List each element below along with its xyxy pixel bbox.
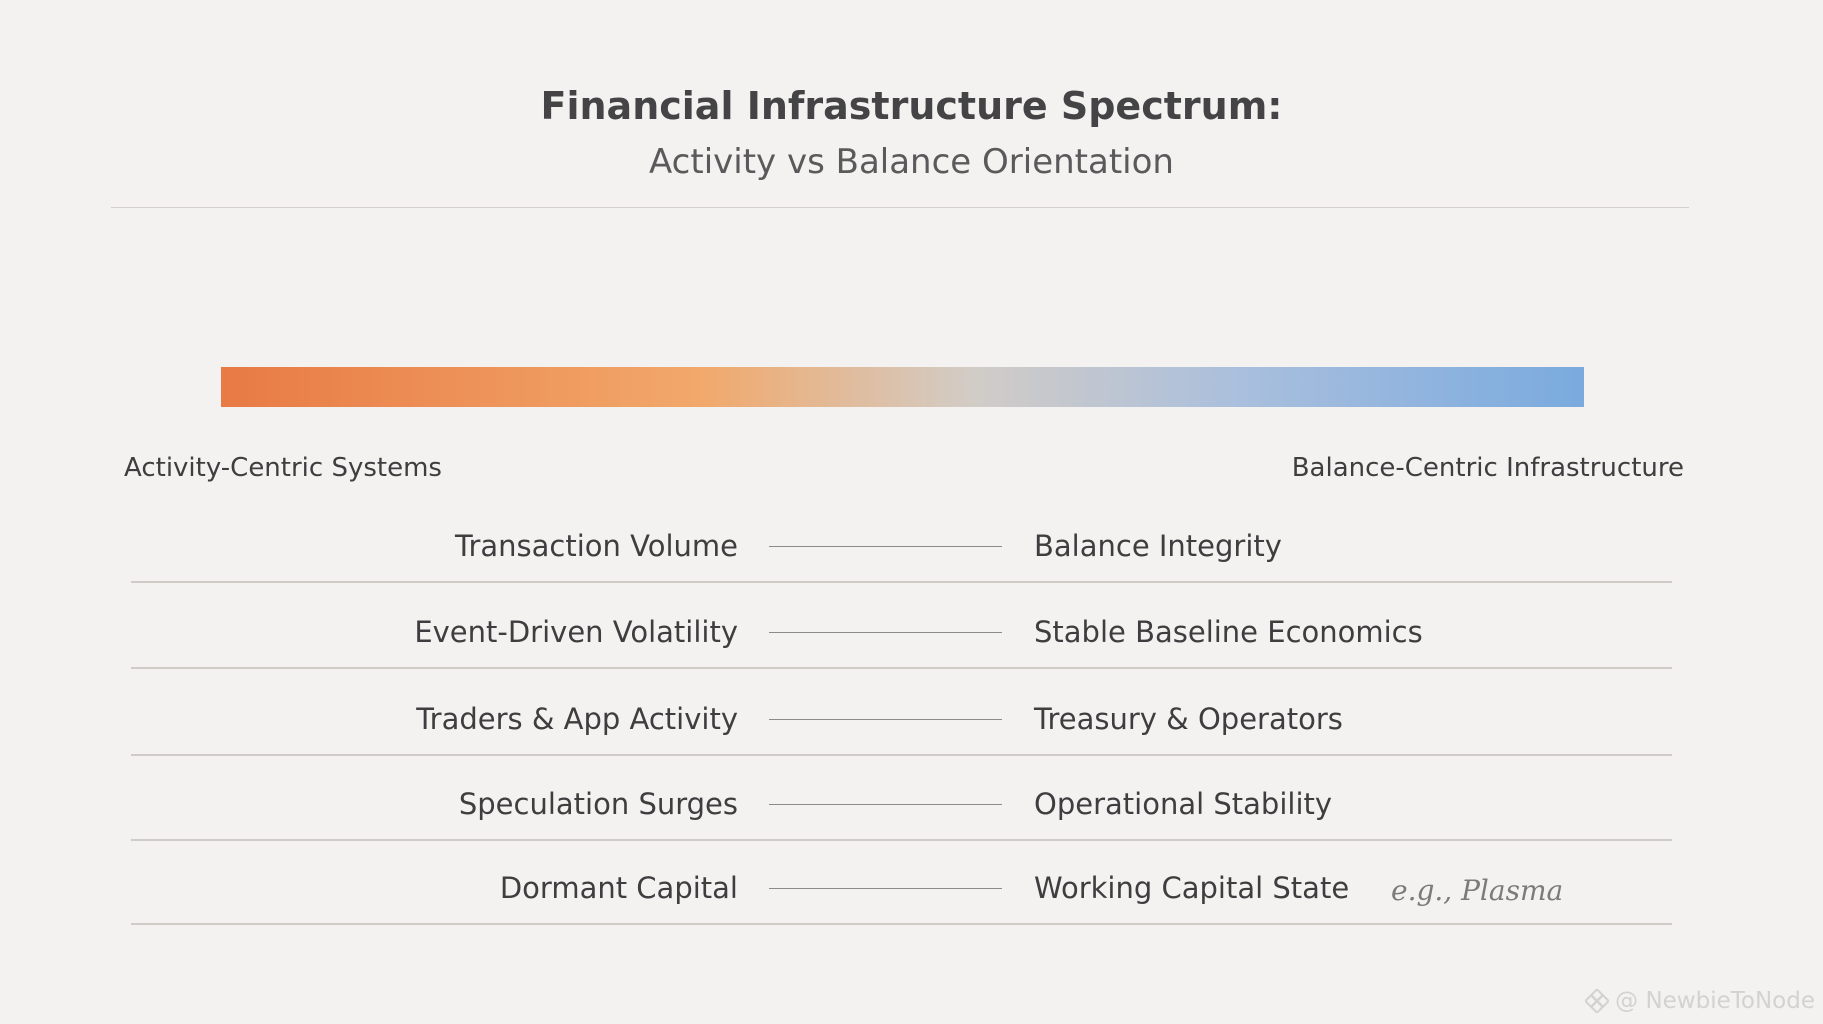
connector-line bbox=[769, 888, 1002, 889]
spectrum-gradient-bar bbox=[221, 367, 1584, 407]
row-divider bbox=[131, 667, 1672, 669]
balance-item: Working Capital State bbox=[1034, 871, 1350, 905]
title-divider bbox=[111, 207, 1689, 208]
comparison-row: Transaction Volume Balance Integrity bbox=[0, 513, 1823, 599]
connector-line bbox=[769, 719, 1002, 720]
watermark-text: @ NewbieToNode bbox=[1615, 988, 1815, 1014]
balance-item: Stable Baseline Economics bbox=[1034, 615, 1423, 649]
connector-line bbox=[769, 546, 1002, 547]
row-divider bbox=[131, 923, 1672, 925]
spectrum-left-label: Activity-Centric Systems bbox=[124, 453, 442, 483]
connector-line bbox=[769, 804, 1002, 805]
comparison-row: Dormant Capital Working Capital State e.… bbox=[0, 855, 1823, 941]
balance-item: Balance Integrity bbox=[1034, 529, 1282, 563]
activity-item: Traders & App Activity bbox=[416, 702, 738, 736]
row-divider bbox=[131, 581, 1672, 583]
activity-item: Transaction Volume bbox=[455, 529, 738, 563]
spectrum-right-label: Balance-Centric Infrastructure bbox=[1291, 453, 1684, 483]
binance-diamond-icon bbox=[1585, 989, 1610, 1013]
activity-item: Dormant Capital bbox=[499, 871, 738, 905]
balance-item: Treasury & Operators bbox=[1034, 702, 1343, 736]
page-subtitle: Activity vs Balance Orientation bbox=[649, 142, 1174, 182]
activity-item: Event-Driven Volatility bbox=[414, 615, 738, 649]
page-title: Financial Infrastructure Spectrum: bbox=[540, 84, 1283, 128]
activity-item: Speculation Surges bbox=[458, 787, 738, 821]
comparison-row: Event-Driven Volatility Stable Baseline … bbox=[0, 599, 1823, 685]
comparison-row: Traders & App Activity Treasury & Operat… bbox=[0, 686, 1823, 772]
balance-item: Operational Stability bbox=[1034, 787, 1333, 821]
example-note: e.g., Plasma bbox=[1391, 874, 1564, 907]
row-divider bbox=[131, 839, 1672, 841]
connector-line bbox=[769, 632, 1002, 633]
row-divider bbox=[131, 754, 1672, 756]
comparison-row: Speculation Surges Operational Stability bbox=[0, 771, 1823, 857]
watermark: @ NewbieToNode bbox=[1585, 988, 1815, 1014]
